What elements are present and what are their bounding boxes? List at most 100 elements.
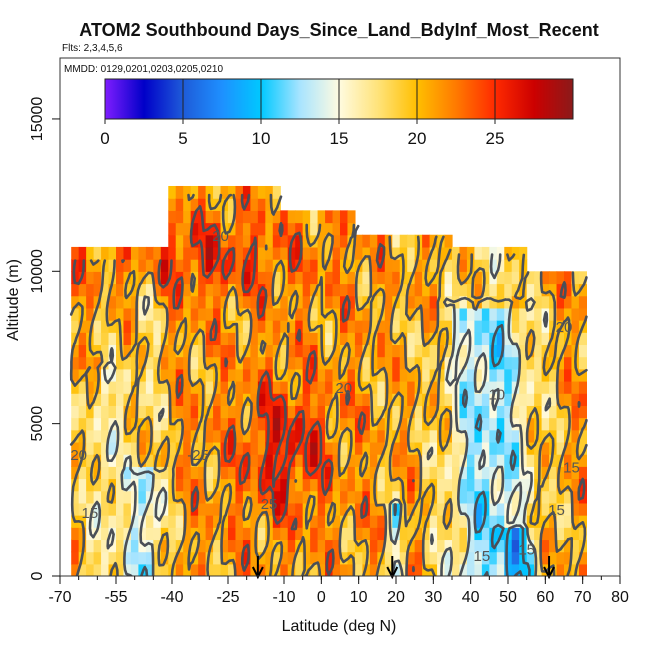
heatmap-cell — [504, 307, 513, 321]
heatmap-cell — [265, 295, 274, 309]
heatmap-cell — [71, 405, 80, 419]
heatmap-cell — [466, 307, 475, 321]
heatmap-cell — [459, 271, 468, 285]
heatmap-cell — [213, 210, 222, 224]
heatmap-cell — [228, 454, 237, 467]
heatmap-cell — [571, 429, 580, 443]
heatmap-cell — [504, 405, 513, 419]
heatmap-cell — [295, 429, 304, 443]
heatmap-cell — [414, 502, 423, 516]
heatmap-cell — [138, 539, 147, 553]
heatmap-cell — [205, 234, 214, 248]
heatmap-cell — [287, 502, 296, 516]
heatmap-cell — [101, 356, 110, 370]
heatmap-cell — [145, 563, 154, 576]
heatmap-cell — [280, 259, 289, 272]
heatmap-cell — [108, 393, 117, 406]
heatmap-cell — [93, 563, 102, 576]
heatmap-cell — [325, 539, 334, 553]
heatmap-cell — [444, 234, 453, 248]
heatmap-cell — [571, 490, 580, 504]
heatmap-cell — [534, 380, 543, 394]
heatmap-cell — [71, 466, 80, 480]
heatmap-cell — [228, 234, 237, 248]
heatmap-cell — [377, 563, 386, 576]
heatmap-cell — [228, 210, 237, 224]
heatmap-cell — [332, 478, 341, 492]
heatmap-cell — [384, 551, 393, 565]
heatmap-cell — [496, 246, 505, 260]
heatmap-cell — [377, 368, 386, 382]
heatmap-cell — [571, 454, 580, 467]
heatmap-cell — [519, 405, 528, 419]
heatmap-cell — [452, 307, 461, 321]
heatmap-cell — [310, 551, 319, 565]
chart-title: ATOM2 Southbound Days_Since_Land_BdyInf_… — [79, 20, 598, 40]
heatmap-cell — [422, 539, 431, 553]
heatmap-cell — [564, 344, 573, 358]
heatmap-cell — [429, 234, 438, 248]
heatmap-cell — [317, 393, 326, 406]
heatmap-cell — [101, 527, 110, 541]
heatmap-cell — [235, 539, 244, 553]
heatmap-cell — [86, 259, 95, 272]
heatmap-cell — [116, 246, 125, 260]
heatmap-cell — [362, 515, 371, 528]
heatmap-cell — [407, 490, 416, 504]
heatmap-cell — [145, 356, 154, 370]
heatmap-cell — [325, 320, 334, 333]
heatmap-cell — [310, 515, 319, 528]
heatmap-cell — [519, 295, 528, 309]
heatmap-cell — [384, 441, 393, 455]
heatmap-cell — [145, 368, 154, 382]
heatmap-cell — [71, 380, 80, 394]
heatmap-cell — [183, 246, 192, 260]
heatmap-cell — [287, 356, 296, 370]
heatmap-cell — [265, 320, 274, 333]
heatmap-cell — [414, 320, 423, 333]
heatmap-cell — [444, 527, 453, 541]
heatmap-cell — [190, 454, 199, 467]
heatmap-cell — [564, 478, 573, 492]
heatmap-cell — [228, 551, 237, 565]
heatmap-cell — [407, 344, 416, 358]
heatmap-cell — [437, 307, 446, 321]
x-tick-label: 10 — [350, 589, 368, 606]
heatmap-cell — [220, 259, 229, 272]
heatmap-cell — [541, 502, 550, 516]
heatmap-cell — [474, 417, 483, 431]
heatmap-cell — [504, 417, 513, 431]
colorbar-tick-label: 20 — [408, 129, 427, 148]
heatmap-cell — [556, 271, 565, 285]
heatmap-cell — [250, 380, 259, 394]
heatmap-cell — [392, 405, 401, 419]
heatmap-cell — [519, 502, 528, 516]
heatmap-cell — [541, 466, 550, 480]
heatmap-cell — [452, 429, 461, 443]
heatmap-cell — [526, 405, 535, 419]
heatmap-cell — [71, 356, 80, 370]
heatmap-cell — [407, 478, 416, 492]
heatmap-cell — [317, 490, 326, 504]
heatmap-cell — [198, 515, 207, 528]
heatmap-cell — [265, 234, 274, 248]
heatmap-cell — [310, 222, 319, 236]
heatmap-cell — [504, 441, 513, 455]
heatmap-cell — [325, 502, 334, 516]
heatmap-cell — [302, 344, 311, 358]
heatmap-cell — [452, 490, 461, 504]
heatmap-cell — [489, 563, 498, 576]
heatmap-cell — [78, 393, 87, 406]
heatmap-cell — [220, 393, 229, 406]
heatmap-cell — [310, 539, 319, 553]
heatmap-cell — [534, 563, 543, 576]
heatmap-cell — [145, 259, 154, 272]
heatmap-cell — [340, 271, 349, 285]
heatmap-cell — [354, 527, 363, 541]
heatmap-cell — [452, 454, 461, 467]
heatmap-cell — [287, 320, 296, 333]
heatmap-cell — [504, 393, 513, 406]
heatmap-cell — [213, 539, 222, 553]
heatmap-cell — [466, 283, 475, 297]
